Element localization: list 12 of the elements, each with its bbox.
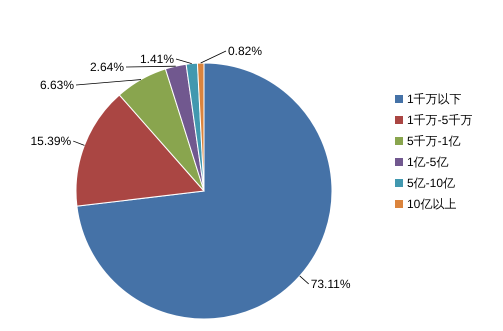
data-label: 6.63% — [40, 78, 74, 92]
data-label: 15.39% — [30, 134, 72, 148]
data-label: 2.64% — [90, 60, 124, 74]
legend-label: 5千万-1亿 — [407, 134, 460, 148]
legend-label: 1亿-5亿 — [407, 155, 448, 169]
legend-label: 1千万以下 — [407, 92, 462, 106]
data-label: 73.11% — [310, 276, 351, 291]
legend-label: 10亿以上 — [407, 197, 456, 211]
data-label: 0.82% — [228, 44, 262, 58]
data-label: 1.41% — [140, 52, 174, 66]
legend-label: 5亿-10亿 — [407, 176, 456, 190]
legend-label: 1千万-5千万 — [407, 113, 472, 127]
